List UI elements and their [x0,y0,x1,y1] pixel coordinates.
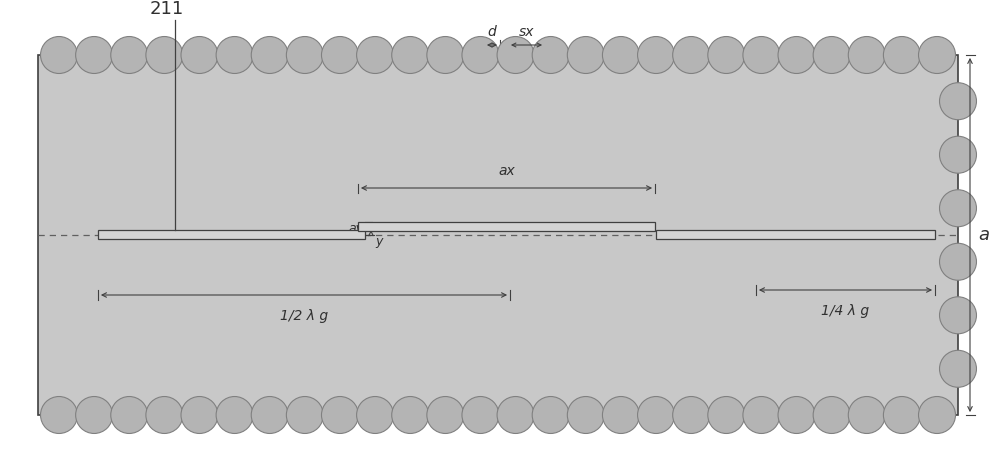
Circle shape [919,396,955,433]
Circle shape [321,37,358,74]
Circle shape [532,396,569,433]
Text: ay: ay [348,222,363,235]
Circle shape [462,37,499,74]
Circle shape [743,37,780,74]
Text: sx: sx [519,25,534,39]
Circle shape [251,396,288,433]
Circle shape [567,37,604,74]
Circle shape [497,37,534,74]
Circle shape [567,396,604,433]
Circle shape [778,37,815,74]
Circle shape [708,396,745,433]
Circle shape [497,396,534,433]
Circle shape [778,396,815,433]
Text: d: d [488,25,496,39]
Circle shape [146,37,183,74]
Circle shape [181,396,218,433]
Text: ax: ax [498,164,515,178]
Circle shape [708,37,745,74]
Circle shape [181,37,218,74]
Text: a: a [978,226,989,244]
Circle shape [940,83,976,120]
Bar [656,230,935,239]
Circle shape [41,396,77,433]
Text: y: y [375,235,382,248]
Circle shape [673,37,710,74]
Bar [38,55,958,415]
Circle shape [813,396,850,433]
Circle shape [940,190,976,227]
Circle shape [940,136,976,173]
Circle shape [940,297,976,334]
Circle shape [357,37,394,74]
Circle shape [673,396,710,433]
Circle shape [848,396,885,433]
Circle shape [76,37,113,74]
Circle shape [392,37,429,74]
Circle shape [602,396,639,433]
Text: 1/4 λ g: 1/4 λ g [821,304,870,318]
Circle shape [743,396,780,433]
Circle shape [146,396,183,433]
Circle shape [813,37,850,74]
Circle shape [216,37,253,74]
Circle shape [919,37,955,74]
Circle shape [286,37,323,74]
Circle shape [392,396,429,433]
Circle shape [216,396,253,433]
Circle shape [357,396,394,433]
Circle shape [286,396,323,433]
Circle shape [532,37,569,74]
Bar [358,222,655,231]
Circle shape [462,396,499,433]
Circle shape [427,396,464,433]
Circle shape [251,37,288,74]
Text: 1/2 λ g: 1/2 λ g [280,309,328,323]
Circle shape [848,37,885,74]
Circle shape [940,243,976,280]
Circle shape [883,37,920,74]
Circle shape [41,37,77,74]
Circle shape [638,37,675,74]
Circle shape [76,396,113,433]
Circle shape [111,396,148,433]
Bar [98,230,365,239]
Circle shape [427,37,464,74]
Circle shape [111,37,148,74]
Circle shape [602,37,639,74]
Circle shape [321,396,358,433]
Circle shape [883,396,920,433]
Circle shape [940,350,976,387]
Text: 211: 211 [150,0,184,18]
Circle shape [638,396,675,433]
